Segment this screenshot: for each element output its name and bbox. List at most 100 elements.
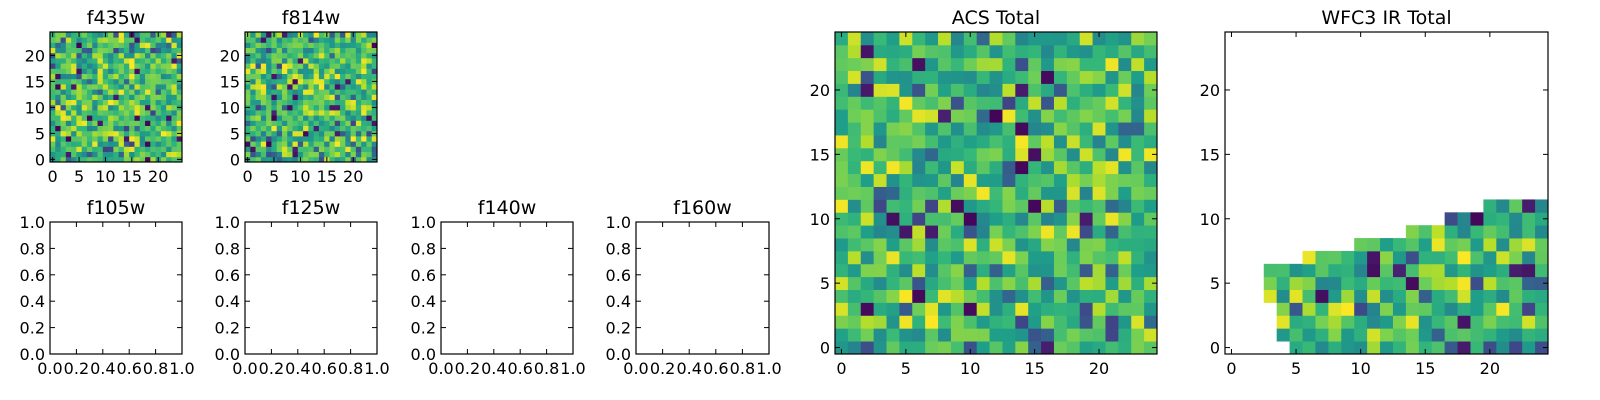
heatmap-cell [1002, 57, 1016, 72]
heatmap-cell [65, 115, 72, 121]
heatmap-cell [1118, 263, 1132, 278]
heatmap-cell [308, 104, 315, 111]
heatmap-cell [1131, 328, 1145, 342]
heatmap-cell [97, 32, 104, 38]
heatmap-cell [160, 84, 167, 90]
heatmap-cell [76, 58, 83, 64]
heatmap-cell [255, 146, 262, 152]
heatmap-cell [835, 341, 849, 355]
heatmap-cell [886, 225, 900, 239]
heatmap-cell [313, 78, 320, 85]
heatmap-cell [297, 73, 304, 80]
heatmap-cell [171, 94, 178, 100]
heatmap-cell [60, 151, 67, 158]
heatmap-cell [1496, 263, 1510, 278]
heatmap-cell [835, 96, 849, 110]
x-tick-label: 0 [1226, 359, 1236, 378]
heatmap-cell [912, 173, 926, 187]
heatmap-cells [245, 32, 378, 163]
heatmap-cell [1118, 147, 1132, 162]
heatmap-cell [1431, 238, 1446, 252]
heatmap-cell [1066, 122, 1081, 136]
x-tick-label: 0.2 [259, 359, 284, 378]
heatmap-cell [50, 58, 56, 64]
heatmap-cell [1457, 238, 1471, 252]
heatmap-cell [860, 135, 875, 149]
heatmap-cell [938, 32, 952, 46]
heatmap-cell [250, 151, 256, 158]
heatmap-cell [86, 130, 93, 137]
heatmap-cell [345, 84, 351, 90]
heatmap-cell [340, 78, 346, 85]
axes-frame [244, 221, 378, 355]
heatmap-cell [899, 96, 913, 110]
heatmap-cell [1367, 289, 1381, 303]
heatmap-cell [303, 151, 309, 158]
y-tick-label: 10 [25, 98, 45, 117]
heatmap-cell [271, 73, 278, 80]
heatmap-cell [350, 47, 357, 54]
heatmap-cell [345, 42, 351, 48]
heatmap-cell [50, 47, 56, 54]
heatmap-cell [145, 89, 151, 95]
heatmap-cell [835, 70, 849, 84]
heatmap-cell [97, 63, 104, 69]
heatmap-cell [1066, 225, 1081, 239]
heatmap-cell [371, 110, 378, 116]
x-tick-label: 5 [901, 359, 911, 378]
heatmap-cell [329, 32, 336, 38]
heatmap-cell [245, 37, 251, 43]
heatmap-cell [324, 104, 330, 111]
heatmap-cell [1002, 83, 1016, 97]
heatmap-cell [912, 328, 926, 342]
heatmap-cell [1144, 263, 1158, 278]
heatmap-cell [118, 42, 125, 48]
heatmap-cell [1079, 57, 1093, 72]
heatmap-cell [118, 94, 125, 100]
heatmap-cell [835, 32, 849, 46]
heatmap-cell [1144, 250, 1158, 265]
heatmap-cell [129, 99, 135, 106]
heatmap-cell [976, 57, 990, 72]
heatmap-cell [1066, 328, 1081, 342]
heatmap-cell [287, 58, 293, 64]
heatmap-cell [171, 136, 178, 142]
heatmap-cell [171, 120, 178, 126]
heatmap-cell [155, 84, 162, 90]
heatmap-cell [899, 199, 913, 213]
heatmap-cell [139, 84, 146, 90]
heatmap-cell [989, 238, 1003, 252]
heatmap-cell [886, 238, 900, 252]
heatmap-cell [860, 160, 875, 175]
heatmap-cell [81, 99, 88, 106]
heatmap-cell [1015, 160, 1029, 175]
heatmap-cell [1144, 70, 1158, 84]
heatmap-cell [97, 115, 104, 121]
heatmap-cell [102, 125, 109, 132]
heatmap-cell [139, 42, 146, 48]
heatmap-cell [81, 141, 88, 147]
heatmap-cell [129, 125, 135, 132]
heatmap-cell [276, 99, 283, 106]
x-tick-label: 0.8 [534, 359, 559, 378]
heatmap-cell [250, 120, 256, 126]
heatmap-cell [1470, 212, 1484, 226]
heatmap-cell [912, 186, 926, 200]
x-tick-label: 0.2 [455, 359, 480, 378]
heatmap-cell [1041, 315, 1055, 329]
heatmap-cell [1444, 328, 1458, 342]
heatmap-cell [860, 83, 875, 97]
x-tick-label: 20 [343, 167, 363, 186]
heatmap-cell [60, 73, 67, 80]
heatmap-cell [160, 151, 167, 158]
heatmap-cell [371, 73, 378, 80]
subplot-title: f125w [282, 197, 341, 219]
heatmap-cell [250, 32, 256, 38]
heatmap-cell [1457, 263, 1471, 278]
heatmap-cell [1053, 238, 1068, 252]
heatmap-cell [938, 70, 952, 84]
heatmap-cell [171, 146, 178, 152]
heatmap-cell [835, 83, 849, 97]
heatmap-cell [860, 173, 875, 187]
heatmap-cell [350, 136, 357, 142]
